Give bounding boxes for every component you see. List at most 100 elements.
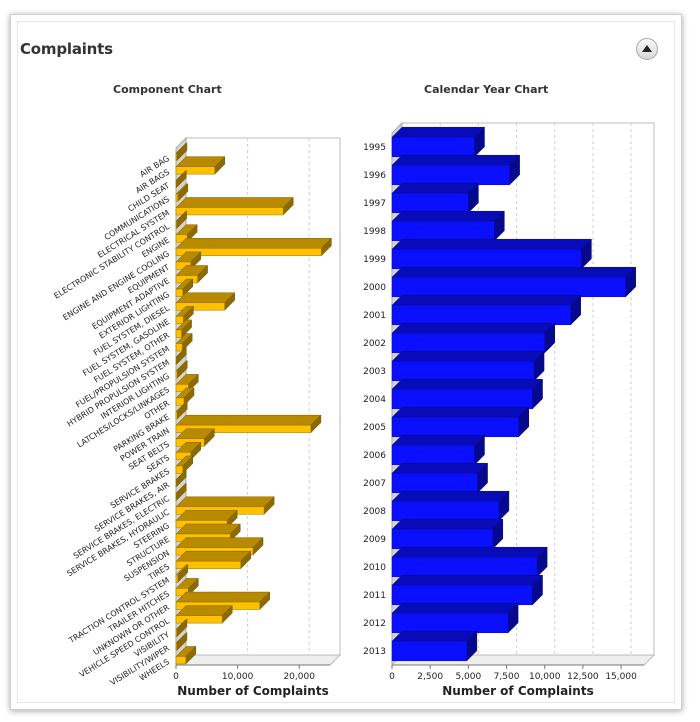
bar-top: [391, 154, 521, 166]
bar: [175, 656, 187, 665]
bar-top: [175, 550, 252, 562]
bar: [175, 574, 179, 583]
bar-top: [391, 518, 504, 530]
category-label: 2003: [363, 367, 386, 377]
bar: [175, 302, 225, 311]
bar: [175, 288, 184, 297]
bar-top: [391, 238, 592, 250]
bar: [175, 424, 312, 433]
category-label: 2007: [363, 479, 386, 489]
bar-top: [175, 496, 275, 508]
category-label: 1997: [363, 199, 386, 209]
bar: [175, 207, 284, 216]
bar: [391, 192, 469, 214]
bar: [175, 166, 216, 175]
bar: [391, 304, 571, 326]
bar: [391, 640, 468, 662]
bar-top: [175, 197, 294, 208]
plot-back-wall: [185, 137, 341, 656]
bar-top: [391, 350, 545, 362]
bar: [175, 316, 184, 325]
bar-top: [175, 510, 238, 521]
bar: [391, 248, 582, 270]
panel-border: [17, 21, 675, 703]
bar-top: [175, 537, 264, 548]
bar: [391, 444, 475, 466]
x-tick-label: 7,500: [494, 672, 520, 682]
bar: [175, 248, 322, 257]
x-tick-label: 0: [389, 672, 395, 682]
bar: [175, 343, 183, 352]
component-chart-title: Component Chart: [113, 83, 222, 96]
bar-top: [175, 591, 271, 603]
bar: [391, 500, 500, 522]
bar: [391, 472, 478, 494]
bar: [391, 220, 495, 242]
bar: [391, 416, 520, 438]
category-label: 2001: [363, 311, 386, 321]
bar: [175, 411, 178, 420]
bar: [391, 332, 545, 354]
bar-top: [175, 523, 241, 535]
bar-top: [391, 602, 519, 614]
bar: [391, 584, 533, 606]
bar-top: [391, 574, 544, 586]
bar-top: [391, 546, 548, 558]
bar: [175, 465, 184, 474]
bar: [391, 136, 475, 158]
bar-top: [391, 210, 505, 222]
bar: [175, 220, 177, 229]
bar: [391, 528, 494, 550]
category-label: 2006: [363, 451, 386, 461]
bar-top: [391, 490, 510, 502]
category-label: 2011: [363, 591, 386, 601]
bar-top: [391, 434, 486, 446]
bar-top: [391, 266, 637, 278]
bar: [175, 615, 223, 624]
category-label: 1996: [363, 171, 386, 181]
x-tick-label: 15,000: [605, 672, 637, 682]
category-label: 1998: [363, 227, 386, 237]
x-axis-label: Number of Complaints: [442, 684, 593, 698]
x-tick-label: 0: [173, 672, 179, 682]
bar: [175, 193, 179, 202]
bar: [175, 560, 241, 569]
bar-top: [391, 182, 479, 194]
bar: [391, 612, 509, 634]
bar-top: [391, 462, 489, 474]
bar-top: [391, 126, 486, 138]
bar-top: [175, 238, 332, 249]
category-label: 2005: [363, 423, 386, 433]
bar: [391, 388, 533, 410]
bar: [391, 164, 510, 186]
bar: [175, 370, 178, 379]
collapse-button[interactable]: [636, 38, 658, 60]
category-label: 2012: [363, 619, 386, 629]
x-tick-label: 10,000: [222, 672, 254, 682]
chevron-up-icon: [642, 45, 652, 52]
category-label: 2008: [363, 507, 386, 517]
bar: [391, 360, 535, 382]
bar-top: [391, 406, 530, 418]
x-tick-label: 10,000: [529, 672, 561, 682]
x-tick-label: 20,000: [283, 672, 315, 682]
x-tick-label: 5,000: [455, 672, 481, 682]
bar-top: [391, 378, 544, 390]
bar: [391, 276, 626, 298]
calendar-year-chart-title: Calendar Year Chart: [424, 83, 549, 96]
bar: [175, 152, 178, 161]
category-label: 1995: [363, 143, 386, 153]
bar: [175, 329, 182, 338]
x-axis-label: Number of Complaints: [177, 684, 328, 698]
bar: [391, 556, 538, 578]
bar-top: [391, 294, 582, 306]
category-label: 1999: [363, 255, 386, 265]
bar-top: [391, 630, 478, 642]
bar: [175, 397, 185, 406]
plot-floor: [174, 654, 342, 666]
category-label: 2000: [363, 283, 386, 293]
x-tick-label: 12,500: [567, 672, 599, 682]
category-label: 2009: [363, 535, 386, 545]
category-label: 2013: [363, 647, 386, 657]
